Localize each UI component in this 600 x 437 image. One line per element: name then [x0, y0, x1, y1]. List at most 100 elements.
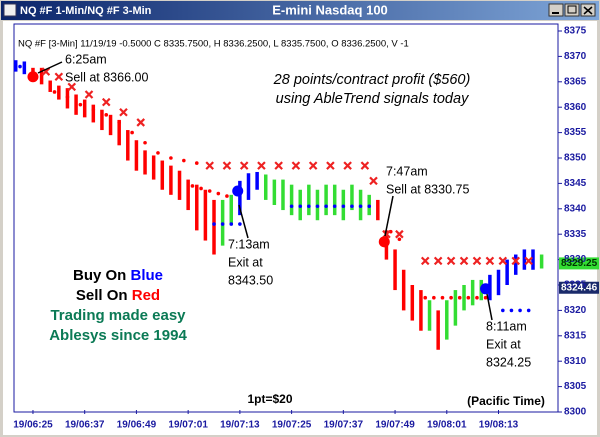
- slogan: Ablesys since 1994: [49, 327, 187, 344]
- stop-dot: [526, 308, 531, 313]
- stop-dot: [156, 151, 160, 155]
- annotation: 7:47am: [386, 164, 428, 178]
- annotation: Exit at: [486, 337, 521, 351]
- stop-dot: [91, 107, 96, 112]
- price-tag: [559, 257, 599, 270]
- stop-dot: [78, 102, 83, 107]
- y-tick-label: 8310: [564, 356, 587, 367]
- x-tick-label: 19/07:01: [168, 420, 208, 431]
- x-mark: [326, 161, 335, 170]
- slogan: Trading made easy: [50, 307, 186, 324]
- stop-dot: [190, 184, 195, 188]
- annotation: Sell at 8366.00: [65, 70, 148, 84]
- icon: [567, 5, 577, 14]
- slogan: Sell On Red: [76, 287, 160, 304]
- x-mark: [84, 90, 94, 99]
- y-tick-label: 8320: [564, 305, 587, 316]
- stop-dot: [238, 222, 242, 226]
- stop-dot: [358, 204, 363, 209]
- x-mark: [524, 256, 533, 266]
- signal: [27, 71, 39, 83]
- stop-dot: [466, 295, 471, 300]
- signal: [232, 185, 244, 197]
- stop-dot: [324, 204, 328, 209]
- icon: [583, 6, 593, 15]
- minimize-button[interactable]: [548, 3, 564, 17]
- slogan-text: Buy On: [73, 267, 131, 284]
- chart-header: NQ #F [3-Min] 11/19/19 -0.5000 C 8335.75…: [18, 39, 409, 50]
- stop-dot: [194, 161, 199, 165]
- window-icon: [3, 3, 17, 17]
- stop-dot: [220, 222, 225, 226]
- stop-dot: [341, 204, 346, 209]
- stop-dot: [449, 295, 453, 300]
- x-mark: [459, 256, 469, 266]
- stop-dot: [475, 295, 479, 300]
- x-tick-label: 19/08:01: [427, 420, 467, 431]
- stop-dot: [65, 95, 70, 99]
- x-mark: [274, 161, 283, 170]
- x-mark: [433, 256, 443, 266]
- y-tick-label: 8340: [564, 203, 587, 214]
- window-buttons[interactable]: [548, 3, 596, 17]
- price-tag: [559, 281, 599, 294]
- x-mark: [54, 72, 64, 81]
- x-mark: [369, 176, 378, 186]
- y-tick-label: 8375: [564, 26, 587, 37]
- stop-dot: [212, 222, 216, 226]
- stop-dot: [367, 204, 371, 209]
- y-tick-label: 8345: [564, 178, 587, 189]
- slogan-text: Ablesys since 1994: [49, 327, 187, 344]
- slogan-text: Sell On: [76, 287, 132, 304]
- x-mark: [485, 256, 495, 266]
- slogan: Buy On Blue: [73, 267, 163, 284]
- y-tick-label: 8365: [564, 76, 587, 87]
- x-tick-label: 19/06:37: [65, 420, 105, 431]
- stop-dot: [169, 156, 173, 160]
- profit-note: 28 points/contract profit ($560): [273, 72, 471, 88]
- x-mark: [472, 256, 482, 266]
- window-title: NQ #F 1-Min/NQ #F 3-Min: [20, 5, 152, 17]
- x-mark: [446, 256, 456, 266]
- plot-frame: [13, 23, 559, 413]
- stop-dot: [207, 189, 212, 193]
- x-mark: [395, 229, 404, 239]
- stop-dot: [432, 295, 436, 300]
- title-bar: [1, 1, 599, 20]
- x-mark: [291, 161, 301, 170]
- stop-dot: [18, 64, 22, 69]
- x-mark: [343, 161, 352, 170]
- price-tag-label: 8329.25: [561, 258, 598, 269]
- y-tick-label: 8370: [564, 51, 587, 62]
- arrow: [238, 204, 249, 239]
- x-tick-label: 19/07:13: [220, 420, 260, 431]
- annotation: 8343.50: [228, 273, 273, 287]
- stop-dot: [216, 191, 221, 196]
- signal: [378, 236, 390, 248]
- stop-dot: [182, 158, 186, 163]
- y-tick-label: 8355: [564, 127, 587, 138]
- profit-note: using AbleTrend signals today: [276, 91, 469, 107]
- chart-title: E-mini Nasdaq 100: [272, 2, 388, 17]
- stop-dot: [501, 308, 505, 313]
- x-mark: [498, 256, 508, 266]
- x-mark: [136, 118, 146, 127]
- stop-dot: [509, 308, 514, 313]
- x-mark: [205, 161, 214, 170]
- annotation: 8:11am: [486, 319, 527, 333]
- stop-dot: [298, 204, 303, 209]
- x-mark: [511, 256, 521, 266]
- x-mark: [41, 67, 51, 76]
- stop-dot: [225, 194, 229, 198]
- stop-dot: [423, 295, 428, 300]
- x-tick-label: 19/07:37: [324, 420, 364, 431]
- timezone: (Pacific Time): [467, 394, 545, 408]
- y-tick-label: 8335: [564, 229, 587, 240]
- annotation: 7:13am: [228, 237, 270, 251]
- y-tick-label: 8315: [564, 330, 587, 341]
- arrows: [37, 61, 493, 321]
- slogan-text: Trading made easy: [50, 307, 186, 324]
- arrow: [384, 195, 394, 237]
- chart-area: [3, 21, 597, 435]
